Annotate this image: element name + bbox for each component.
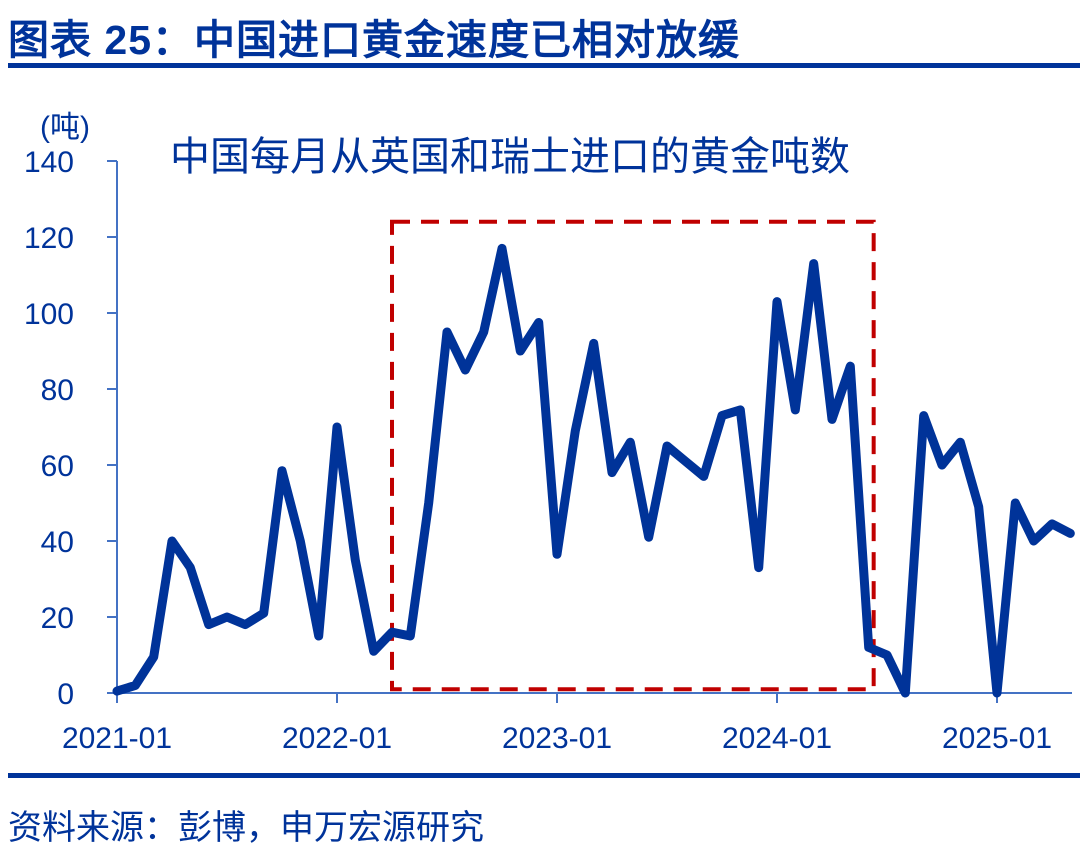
y-tick-label: 40 xyxy=(41,526,74,559)
x-tick-label: 2021-01 xyxy=(62,722,172,755)
y-tick-label: 20 xyxy=(41,602,74,635)
title-divider xyxy=(8,63,1080,68)
y-tick-label: 60 xyxy=(41,450,74,483)
figure-title: 图表 25：中国进口黄金速度已相对放缓 xyxy=(8,17,740,63)
source-note: 资料来源：彭博，申万宏源研究 xyxy=(8,809,484,847)
x-tick-label: 2023-01 xyxy=(502,722,612,755)
x-axis: 2021-01 2022-01 2023-01 2024-01 2025-01 xyxy=(62,692,1072,755)
y-tick-label: 80 xyxy=(41,374,74,407)
x-tick-label: 2024-01 xyxy=(722,722,832,755)
y-axis-unit-label: (吨) xyxy=(40,111,90,144)
y-tick-label: 0 xyxy=(57,678,74,711)
y-tick-label: 140 xyxy=(24,146,74,179)
x-tick-label: 2025-01 xyxy=(942,722,1052,755)
series-line-gold-imports xyxy=(112,243,1075,698)
chart-title: 中国每月从英国和瑞士进口的黄金吨数 xyxy=(170,135,850,179)
y-axis: 0 20 40 60 80 100 120 140 xyxy=(24,146,118,711)
line-chart: 0 20 40 60 80 100 120 140 2021-01 2022-01 2023-01… xyxy=(24,146,1075,755)
y-tick-label: 100 xyxy=(24,298,74,331)
x-tick-label: 2022-01 xyxy=(282,722,392,755)
footer-divider xyxy=(8,773,1080,778)
y-tick-label: 120 xyxy=(24,222,74,255)
highlight-dashed-box xyxy=(390,219,876,692)
